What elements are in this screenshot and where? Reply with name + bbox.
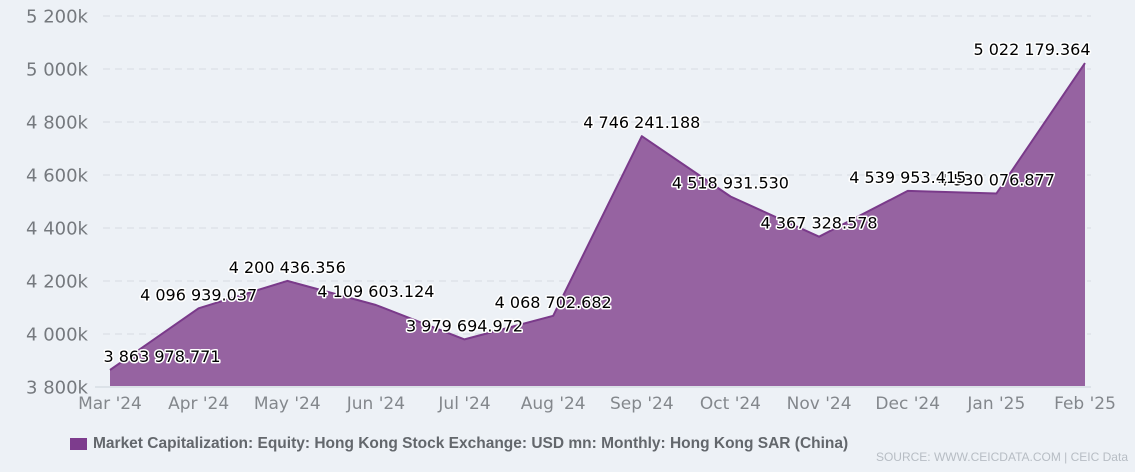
data-point-label: 4 068 702.682 [495,293,612,312]
data-point-label: 4 530 076.877 [938,171,1055,190]
x-axis-tick-label: Aug '24 [521,394,586,414]
data-point-label: 4 518 931.530 [672,173,789,192]
series-area-fill[interactable] [110,63,1085,386]
data-point-label: 4 096 939.037 [140,285,257,304]
x-axis-tick-label: Jan '25 [966,394,1025,414]
x-axis-tick-label: Oct '24 [700,394,761,414]
y-axis-tick-label: 5 000k [26,60,89,81]
x-axis-tick-label: Feb '25 [1054,394,1116,414]
legend[interactable]: Market Capitalization: Equity: Hong Kong… [70,435,848,453]
y-axis-tick-label: 4 200k [26,272,89,293]
x-axis-tick-label: Dec '24 [875,394,940,414]
x-axis-tick-label: Apr '24 [168,394,229,414]
y-axis-tick-label: 5 200k [26,7,89,28]
plot-area: 5 200k 5 000k 4 800k 4 600k 4 400k 4 200k 4 00… [26,7,1116,415]
data-point-label: 4 200 436.356 [229,258,346,277]
y-axis-tick-label: 4 800k [26,113,89,134]
legend-marker-swatch [70,438,87,450]
y-axis-tick-label: 3 800k [26,378,89,399]
data-point-label: 3 979 694.972 [406,316,523,335]
x-axis-tick-label: May '24 [254,394,321,414]
y-axis-tick-label: 4 400k [26,219,89,240]
data-point-label: 5 022 179.364 [973,40,1090,59]
data-point-label: 4 539 953.415 [849,168,966,187]
data-point-label: 3 863 978.771 [103,347,220,366]
y-axis-tick-label: 4 000k [26,325,89,346]
data-point-label: 4 367 328.578 [761,214,878,233]
data-point-label: 4 109 603.124 [317,282,434,301]
y-axis-tick-label: 4 600k [26,166,89,187]
x-axis-tick-label: Sep '24 [610,394,674,414]
legend-series-label: Market Capitalization: Equity: Hong Kong… [93,435,849,452]
x-axis-tick-label: Jul '24 [437,394,490,414]
x-axis-tick-label: Jun '24 [346,394,405,414]
data-point-label: 4 746 241.188 [583,113,700,132]
series-line [109,62,1086,371]
x-axis-tick-label: Nov '24 [787,394,852,414]
x-axis-tick-label: Mar '24 [78,394,142,414]
source-attribution: SOURCE: WWW.CEICDATA.COM | CEIC Data [875,450,1128,464]
